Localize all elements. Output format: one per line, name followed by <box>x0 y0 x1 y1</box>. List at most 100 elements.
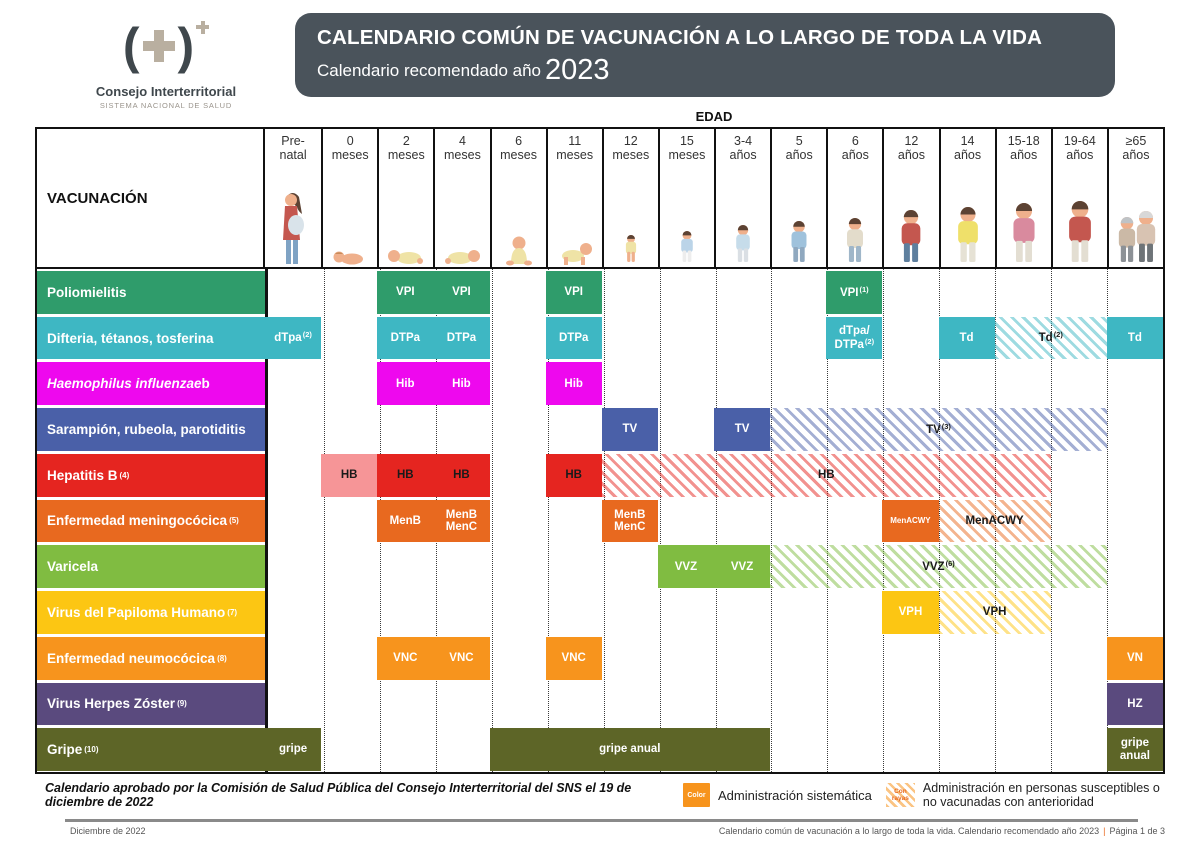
child-icon <box>772 185 826 267</box>
page-title: CALENDARIO COMÚN DE VACUNACIÓN A LO LARG… <box>317 26 1043 49</box>
age-column-15-18-a-os: 15-18 años <box>994 129 1051 267</box>
vaccine-cell-sarampion-rubeola-parotiditis-col6: TV <box>601 408 658 451</box>
vaccine-cell-hepatitis-b-col3: HB <box>433 453 490 497</box>
toddler-standing-icon <box>604 185 658 267</box>
young-adult-icon <box>997 185 1051 267</box>
vaccine-cell-gripe-col15: gripe anual <box>1106 728 1163 771</box>
column-separator <box>491 269 493 772</box>
row-label-enfermedad-neumococica: Enfermedad neumocócica (8) <box>37 636 265 680</box>
vaccination-table: VACUNACIÓN Pre-natal 0 meses 2 meses 4 meses 6 m… <box>35 127 1165 774</box>
vaccine-cell-virus-del-papiloma-humano-col11: VPH <box>882 591 939 634</box>
age-column-14-a-os: 14 años <box>938 129 995 267</box>
vaccine-cell-haemophilus-influenzae-b-col3: Hib <box>433 362 490 406</box>
baby-crawling-icon <box>548 185 602 267</box>
sns-logo: ( ) Consejo Interterritorial SISTEMA NAC… <box>86 14 246 110</box>
age-label: 6 años <box>841 134 869 163</box>
vaccine-cell-enfermedad-meningococica-col11: MenACWY <box>882 499 939 543</box>
vaccine-cell-difteria-tetanos-tosferina-col13: Td(2) <box>994 316 1107 360</box>
age-column-15-meses: 15 meses <box>657 129 714 267</box>
age-label: 3-4 años <box>729 134 757 163</box>
vaccine-cell-difteria-tetanos-tosferina-col15: Td <box>1106 316 1163 360</box>
table-body: Poliomielitis VPI VPI VPI VPI(1) Difteria, té… <box>37 269 1163 772</box>
footer-legend-row: Calendario aprobado por la Comisión de S… <box>45 781 1170 810</box>
vaccine-cell-difteria-tetanos-tosferina-col10: dTpa/DTPa(2) <box>826 316 883 360</box>
age-column-5-a-os: 5 años <box>770 129 826 267</box>
age-column-12-a-os: 12 años <box>882 129 938 267</box>
column-separator <box>323 269 325 772</box>
vaccine-cell-virus-del-papiloma-humano-col12: VPH <box>938 591 1051 634</box>
age-label: Pre-natal <box>279 134 307 163</box>
age-column-0-meses: 0 meses <box>321 129 377 267</box>
vaccine-cell-enfermedad-meningococica-col6: MenB MenC <box>601 499 658 543</box>
age-column-4-meses: 4 meses <box>433 129 489 267</box>
vaccine-cell-hepatitis-b-col5: HB <box>545 453 602 497</box>
vaccine-cell-difteria-tetanos-tosferina-col12: Td <box>938 316 995 360</box>
column-separator <box>659 269 661 772</box>
vaccine-cell-poliomielitis-col10: VPI(1) <box>826 271 883 314</box>
logo-subbrand: SISTEMA NACIONAL DE SALUD <box>99 101 233 110</box>
row-label-virus-del-papiloma-humano: Virus del Papiloma Humano (7) <box>37 591 265 634</box>
row-label-hepatitis-b: Hepatitis B (4) <box>37 453 265 497</box>
vaccine-cell-hepatitis-b-col1: HB <box>321 453 378 497</box>
vaccine-cell-poliomielitis-col2: VPI <box>377 271 434 314</box>
vaccine-cell-poliomielitis-col3: VPI <box>433 271 490 314</box>
vaccine-cell-varicela-col8: VVZ <box>714 545 771 589</box>
teen-icon <box>884 185 938 267</box>
baby-rolling-icon <box>435 185 489 267</box>
age-label: 2 meses <box>387 134 425 163</box>
vaccine-cell-gripe-col0: gripe <box>265 728 322 771</box>
title-box: CALENDARIO COMÚN DE VACUNACIÓN A LO LARG… <box>295 13 1115 97</box>
age-label: 15 meses <box>668 134 706 163</box>
footer-date: Diciembre de 2022 <box>70 826 146 836</box>
vaccine-cell-virus-herpes-zoster-col15: HZ <box>1106 682 1163 726</box>
newborn-icon <box>323 185 377 267</box>
footer-divider <box>65 819 1138 822</box>
vaccine-cell-enfermedad-meningococica-col2: MenB <box>377 499 434 543</box>
vaccine-cell-difteria-tetanos-tosferina-col2: DTPa <box>377 316 434 360</box>
row-label-haemophilus-influenzae-b: Haemophilus influenzae b <box>37 362 265 406</box>
vaccine-cell-enfermedad-meningococica-col3: MenB MenC <box>433 499 490 543</box>
age-label: 6 meses <box>500 134 537 163</box>
approval-note: Calendario aprobado por la Comisión de S… <box>45 781 632 810</box>
vaccine-cell-difteria-tetanos-tosferina-col0: dTpa(2) <box>265 316 322 360</box>
age-column-3-4-a-os: 3-4 años <box>714 129 770 267</box>
age-column-pre--natal: Pre-natal <box>265 129 321 267</box>
vaccine-cell-enfermedad-neumococica-col3: VNC <box>433 636 490 680</box>
table-header: VACUNACIÓN Pre-natal 0 meses 2 meses 4 meses 6 m… <box>37 129 1163 269</box>
vaccine-cell-varicela-col7: VVZ <box>657 545 714 589</box>
vaccine-cell-enfermedad-neumococica-col2: VNC <box>377 636 434 680</box>
vaccine-cell-hepatitis-b-col6: HB <box>601 453 1051 497</box>
bottom-bar: Diciembre de 2022 Calendario común de va… <box>70 826 1165 836</box>
vaccine-cell-haemophilus-influenzae-b-col5: Hib <box>545 362 602 406</box>
vaccine-cell-sarampion-rubeola-parotiditis-col8: TV <box>714 408 771 451</box>
vaccine-cell-enfermedad-neumococica-col5: VNC <box>545 636 602 680</box>
age-columns: Pre-natal 0 meses 2 meses 4 meses 6 meses 11 meses… <box>265 129 1163 267</box>
column-separator <box>771 269 773 772</box>
logo-brand: Consejo Interterritorial <box>95 84 237 99</box>
vaccine-cell-difteria-tetanos-tosferina-col5: DTPa <box>545 316 602 360</box>
baby-sitting-icon <box>492 185 546 267</box>
age-column-≥65-a-os: ≥65 años <box>1106 129 1163 267</box>
row-label-difteria-tetanos-tosferina: Difteria, tétanos, tosferina <box>37 316 265 360</box>
toddler-icon <box>660 185 714 267</box>
row-label-sarampion-rubeola-parotiditis: Sarampión, rubeola, parotiditis <box>37 408 265 451</box>
child-icon <box>828 185 882 267</box>
child-icon <box>716 185 770 267</box>
age-column-2-meses: 2 meses <box>377 129 433 267</box>
row-label-gripe: Gripe (10) <box>37 728 265 771</box>
age-label: 15-18 años <box>1007 134 1040 163</box>
edad-label: EDAD <box>695 109 733 124</box>
age-column-6-a-os: 6 años <box>826 129 882 267</box>
teen-icon <box>941 185 995 267</box>
row-label-varicela: Varicela <box>37 545 265 589</box>
age-label: 5 años <box>785 134 813 163</box>
small-cross-icon <box>196 20 210 34</box>
vaccine-cell-haemophilus-influenzae-b-col2: Hib <box>377 362 434 406</box>
vaccine-cell-poliomielitis-col5: VPI <box>545 271 602 314</box>
age-label: 19-64 años <box>1063 134 1096 163</box>
year-label: 2023 <box>545 54 610 86</box>
page-subtitle: Calendario recomendado año 2023 <box>317 54 610 86</box>
vaccine-cell-sarampion-rubeola-parotiditis-col9: TV(3) <box>770 408 1107 451</box>
age-label: 12 años <box>897 134 925 163</box>
